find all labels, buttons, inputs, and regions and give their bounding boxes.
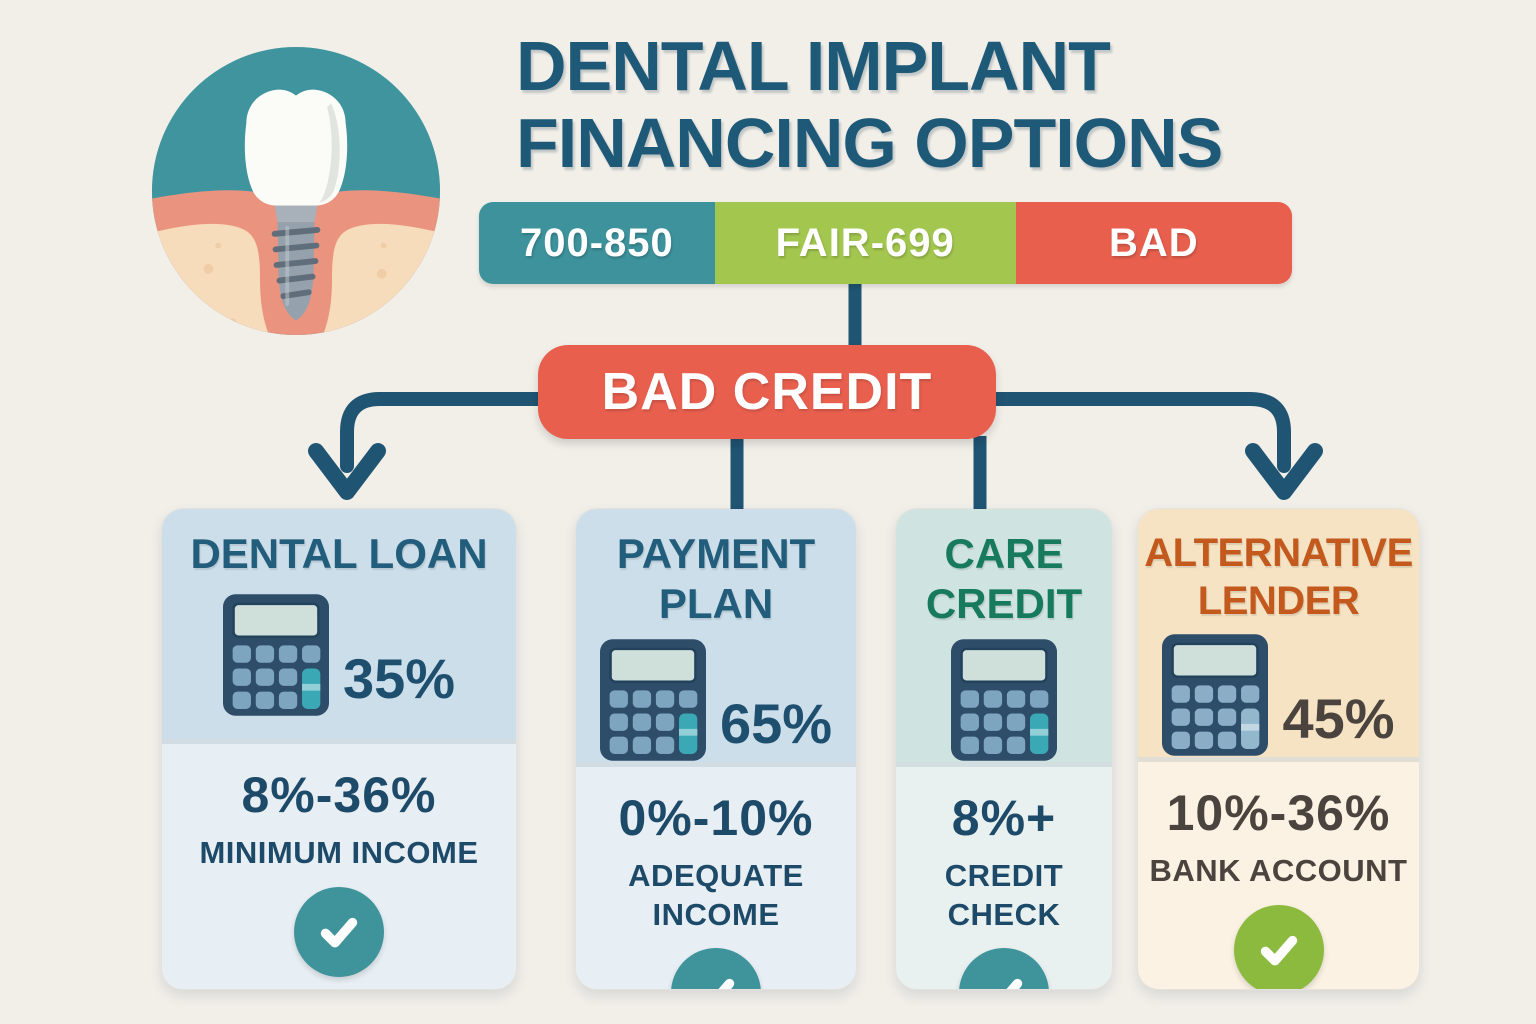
calculator-icon <box>600 638 706 762</box>
card-body: 0%-10% ADEQUATE INCOME <box>576 761 856 989</box>
card-header: DENTAL LOAN 35% <box>162 509 516 739</box>
credit-range-bad: BAD <box>1015 202 1292 284</box>
checkmark-icon <box>1233 904 1324 989</box>
interest-range: 8%-36% <box>241 767 437 823</box>
credit-score-bar: 700-850 FAIR-699 BAD <box>479 202 1292 284</box>
checkmark-icon <box>671 948 761 989</box>
approval-rate: 65% <box>719 691 833 755</box>
dental-implant-icon <box>151 46 441 336</box>
card-payment-plan: PAYMENT PLAN 65% 0%-10% ADEQUATE INCOME <box>575 508 857 990</box>
rate-row: 65% <box>600 638 832 762</box>
calculator-icon <box>1162 633 1268 757</box>
bad-credit-node: BAD CREDIT <box>538 345 996 439</box>
card-title: PAYMENT PLAN <box>616 530 816 628</box>
card-care-credit: CARE CREDIT 8%+ CREDIT CHECK <box>895 508 1113 990</box>
calculator-icon <box>223 593 329 717</box>
card-header: CARE CREDIT <box>896 509 1112 762</box>
checkmark-icon <box>294 886 384 977</box>
requirement-label: ADEQUATE INCOME <box>628 857 804 932</box>
credit-range-fair: FAIR-699 <box>714 202 1016 284</box>
approval-rate: 45% <box>1282 687 1395 750</box>
rate-row: 45% <box>1162 633 1395 757</box>
requirement-label: BANK ACCOUNT <box>1149 853 1408 888</box>
card-title: ALTERNATIVE LENDER <box>1144 531 1413 623</box>
page-title-line1: DENTAL IMPLANT <box>516 27 1111 105</box>
interest-range: 10%-36% <box>1166 785 1391 841</box>
credit-range-good: 700-850 <box>479 202 715 284</box>
card-title: CARE CREDIT <box>925 530 1083 628</box>
page-title: DENTAL IMPLANT FINANCING OPTIONS <box>516 27 1223 182</box>
calculator-icon <box>951 638 1057 762</box>
page-title-line2: FINANCING OPTIONS <box>516 104 1223 182</box>
requirement-label: CREDIT CHECK <box>944 857 1064 932</box>
approval-rate: 35% <box>342 647 456 711</box>
card-header: ALTERNATIVE LENDER 45% <box>1138 509 1419 757</box>
requirement-label: MINIMUM INCOME <box>199 835 479 870</box>
card-body: 10%-36% BANK ACCOUNT <box>1138 757 1419 989</box>
card-dental-loan: DENTAL LOAN 35% 8%-36% MINIMUM INCOME <box>161 508 517 990</box>
card-header: PAYMENT PLAN 65% <box>576 509 856 762</box>
card-body: 8%-36% MINIMUM INCOME <box>162 739 516 989</box>
card-body: 8%+ CREDIT CHECK <box>896 761 1112 989</box>
interest-range: 8%+ <box>951 789 1057 846</box>
rate-row: 35% <box>223 593 455 717</box>
rate-row <box>951 638 1057 762</box>
card-title: DENTAL LOAN <box>190 530 488 577</box>
checkmark-icon <box>959 948 1049 989</box>
card-alternative-lender: ALTERNATIVE LENDER 45% 10%-36% BANK ACCO… <box>1137 508 1420 990</box>
interest-range: 0%-10% <box>618 789 814 846</box>
